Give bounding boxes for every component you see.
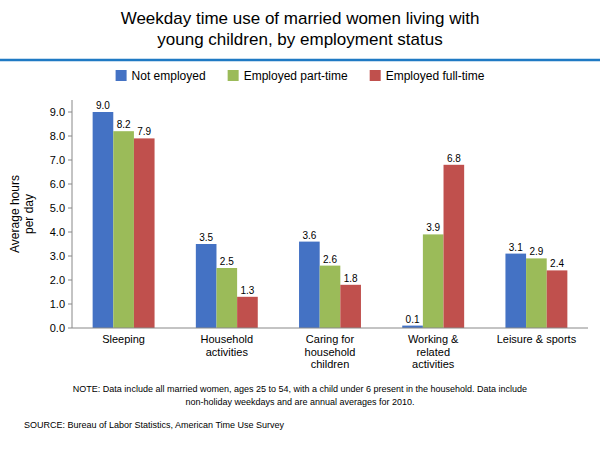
x-tick-label: Caring forhouseholdchildren bbox=[305, 333, 356, 370]
bar bbox=[237, 297, 258, 328]
y-tick bbox=[68, 232, 72, 233]
legend-swatch bbox=[116, 70, 127, 81]
data-label: 1.8 bbox=[344, 273, 358, 284]
y-tick-label: 6.0 bbox=[50, 178, 65, 190]
title-separator bbox=[0, 59, 600, 62]
y-tick-label: 2.0 bbox=[50, 274, 65, 286]
data-label: 2.9 bbox=[529, 246, 543, 257]
y-tick bbox=[68, 112, 72, 113]
bar bbox=[93, 112, 114, 328]
legend-item: Employed full-time bbox=[370, 69, 485, 83]
legend-item: Not employed bbox=[116, 69, 206, 83]
y-tick bbox=[68, 208, 72, 209]
bar bbox=[444, 165, 465, 328]
y-tick-label: 0.0 bbox=[50, 322, 65, 334]
data-label: 2.6 bbox=[323, 254, 337, 265]
data-label: 6.8 bbox=[447, 153, 461, 164]
x-axis-line bbox=[72, 328, 588, 329]
bar bbox=[299, 242, 320, 328]
bar bbox=[423, 234, 444, 328]
x-tick-label: Householdactivities bbox=[201, 333, 254, 358]
y-tick bbox=[68, 328, 72, 329]
annotation: non-holiday weekdays and are annual aver… bbox=[185, 397, 414, 407]
legend-swatch bbox=[228, 70, 239, 81]
y-tick-label: 5.0 bbox=[50, 202, 65, 214]
bars bbox=[93, 112, 568, 328]
y-tick-label: 3.0 bbox=[50, 250, 65, 262]
legend-label: Not employed bbox=[132, 69, 206, 83]
legend-label: Employed part-time bbox=[244, 69, 348, 83]
data-label: 0.1 bbox=[406, 314, 420, 325]
y-tick bbox=[68, 304, 72, 305]
data-labels: 9.0 3.5 3.6 0.1 3.1 8.2 2.5 2.6 3.9 2.9 7.9 1.3 1.8 6… bbox=[96, 100, 564, 325]
data-label: 3.5 bbox=[199, 232, 213, 243]
y-tick-label: 4.0 bbox=[50, 226, 65, 238]
bar bbox=[196, 244, 217, 328]
data-label: 3.6 bbox=[302, 230, 316, 241]
data-label: 3.9 bbox=[426, 222, 440, 233]
data-label: 2.4 bbox=[550, 258, 564, 269]
x-axis: Sleeping Householdactivities Caring forhou… bbox=[72, 328, 588, 370]
y-tick bbox=[68, 136, 72, 137]
y-tick-label: 1.0 bbox=[50, 298, 65, 310]
data-label: 2.5 bbox=[220, 256, 234, 267]
y-tick bbox=[68, 280, 72, 281]
y-axis-label: Average hoursper day bbox=[8, 175, 36, 253]
data-label: 9.0 bbox=[96, 100, 110, 111]
y-tick-label: 9.0 bbox=[50, 106, 65, 118]
y-tick-label: 7.0 bbox=[50, 154, 65, 166]
x-tick-label: Working &relatedactivities bbox=[408, 333, 459, 370]
bar bbox=[505, 254, 526, 328]
y-tick bbox=[68, 160, 72, 161]
legend-item: Employed part-time bbox=[228, 69, 348, 83]
annotation: SOURCE: Bureau of Labor Statistics, Amer… bbox=[24, 420, 285, 430]
bar bbox=[320, 266, 341, 328]
title: Weekday time use of married women living… bbox=[121, 9, 480, 49]
bar bbox=[526, 258, 547, 328]
data-label: 3.1 bbox=[509, 242, 523, 253]
legend: Not employed Employed part-time Employed f… bbox=[116, 69, 485, 83]
y-axis: 0.0 1.0 2.0 3.0 4.0 5.0 6.0 7.0 8.0 9.0 bbox=[50, 100, 72, 334]
legend-label: Employed full-time bbox=[386, 69, 485, 83]
bar bbox=[547, 270, 568, 328]
bar bbox=[216, 268, 237, 328]
data-label: 8.2 bbox=[117, 119, 131, 130]
legend-swatch bbox=[370, 70, 381, 81]
x-tick-label: Leisure & sports bbox=[497, 333, 577, 345]
data-label: 7.9 bbox=[137, 126, 151, 137]
bar bbox=[134, 138, 155, 328]
bar bbox=[113, 131, 134, 328]
chart: Weekday time use of married women living… bbox=[0, 0, 600, 450]
y-axis-line bbox=[72, 100, 73, 328]
bar bbox=[340, 285, 361, 328]
y-tick bbox=[68, 256, 72, 257]
y-tick-label: 8.0 bbox=[50, 130, 65, 142]
x-tick-label: Sleeping bbox=[102, 333, 145, 345]
data-label: 1.3 bbox=[240, 285, 254, 296]
y-tick bbox=[68, 184, 72, 185]
annotation: NOTE: Data include all married women, ag… bbox=[73, 384, 527, 394]
